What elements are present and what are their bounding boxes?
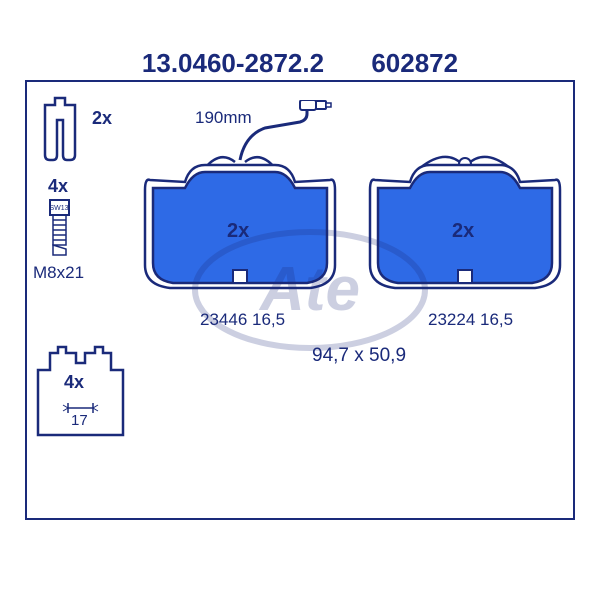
cable-length: 190mm <box>195 108 252 128</box>
bracket-qty: 4x <box>64 372 84 393</box>
bolt-icon: SW13 <box>42 195 77 260</box>
pad-right-code: 23224 16,5 <box>428 310 513 330</box>
pad-right-qty: 2x <box>452 220 474 243</box>
part-number-2: 602872 <box>371 48 458 78</box>
part-header: 13.0460-2872.2 602872 <box>0 48 600 79</box>
part-number-1: 13.0460-2872.2 <box>142 48 324 78</box>
bracket-width: 17 <box>71 412 88 429</box>
bolt-qty: 4x <box>48 176 68 197</box>
bolt-spec: M8x21 <box>33 263 84 283</box>
svg-text:Ate: Ate <box>258 255 360 324</box>
diagram-container: 13.0460-2872.2 602872 2x SW13 4x M8x21 4… <box>0 0 600 600</box>
svg-text:SW13: SW13 <box>49 205 68 212</box>
ate-logo: Ate <box>185 210 435 370</box>
clip-qty: 2x <box>92 108 112 129</box>
clip-icon <box>35 95 85 165</box>
